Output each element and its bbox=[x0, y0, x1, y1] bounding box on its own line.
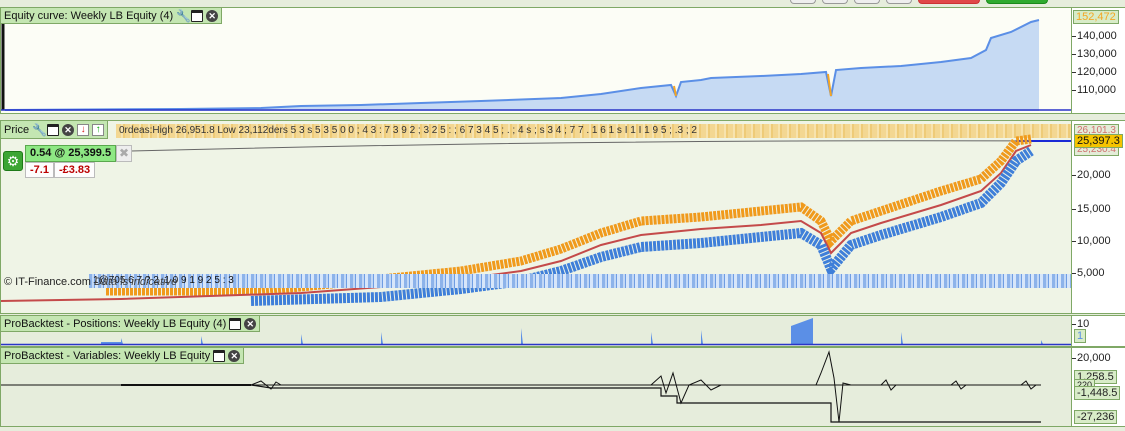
close-icon[interactable]: ✕ bbox=[228, 349, 241, 362]
indicative-notice: Data is indicative bbox=[94, 276, 178, 288]
close-icon[interactable]: ✕ bbox=[62, 123, 75, 136]
sell-arrow-icon[interactable]: ↓ bbox=[77, 123, 90, 136]
equity-panel-title-bar: Equity curve: Weekly LB Equity (4) 🔧 ✕ bbox=[1, 8, 223, 24]
positions-panel-title: ProBacktest - Positions: Weekly LB Equit… bbox=[4, 317, 227, 330]
equity-last-value-tag: 152,472 bbox=[1073, 10, 1119, 24]
variables-panel-title: ProBacktest - Variables: Weekly LB Equit… bbox=[4, 349, 211, 362]
y-tick: 140,000 bbox=[1072, 30, 1125, 42]
toolbar-button[interactable] bbox=[822, 0, 848, 4]
y-tick: 110,000 bbox=[1072, 84, 1125, 96]
equity-y-axis: 140,000 130,000 120,000 110,000 bbox=[1071, 8, 1125, 113]
gear-icon[interactable]: ⚙ bbox=[3, 151, 23, 171]
variables-panel-title-bar: ProBacktest - Variables: Weekly LB Equit… bbox=[1, 348, 245, 364]
y-tick: 10 bbox=[1072, 318, 1125, 330]
equity-panel-title: Equity curve: Weekly LB Equity (4) bbox=[4, 9, 174, 22]
wrench-icon[interactable]: 🔧 bbox=[176, 8, 192, 23]
toolbar-button[interactable] bbox=[790, 0, 816, 4]
variables-plot-area bbox=[1, 348, 1071, 426]
close-icon[interactable]: ✕ bbox=[206, 9, 219, 22]
variable-tag: -1,448.5 bbox=[1074, 386, 1121, 400]
buy-button[interactable] bbox=[986, 0, 1048, 4]
toolbar-button[interactable] bbox=[854, 0, 880, 4]
price-panel-title-bar: Price 🔧 ✕ ↓ ↑ bbox=[1, 121, 109, 139]
close-position-button[interactable]: ✖ bbox=[116, 145, 133, 162]
y-tick: 120,000 bbox=[1072, 66, 1125, 78]
positions-panel-title-bar: ProBacktest - Positions: Weekly LB Equit… bbox=[1, 316, 261, 332]
position-quantity[interactable]: 0.54 @ 25,399.5 bbox=[25, 145, 117, 162]
y-tick: 10,000 bbox=[1072, 235, 1125, 247]
position-points: -7.1 bbox=[25, 162, 54, 178]
maximize-window-icon[interactable] bbox=[191, 9, 204, 22]
y-tick: 130,000 bbox=[1072, 48, 1125, 60]
sell-button[interactable] bbox=[918, 0, 980, 4]
y-tick: 20,000 bbox=[1072, 169, 1125, 181]
maximize-window-icon[interactable] bbox=[47, 123, 60, 136]
positions-plot-area bbox=[1, 316, 1071, 346]
positions-histogram bbox=[1, 318, 1071, 346]
positions-panel: ProBacktest - Positions: Weekly LB Equit… bbox=[0, 315, 1125, 347]
wrench-icon[interactable]: 🔧 bbox=[32, 122, 48, 137]
date-bar[interactable]: 1@705.6 7 ? 2 .1 0 9 1 9 2 5 : 3 bbox=[89, 274, 1071, 288]
maximize-window-icon[interactable] bbox=[229, 317, 242, 330]
equity-curve-panel: Equity curve: Weekly LB Equity (4) 🔧 ✕ 1… bbox=[0, 7, 1125, 114]
y-tick: 15,000 bbox=[1072, 203, 1125, 215]
current-price-tag: 25,397.3 bbox=[1074, 134, 1123, 148]
position-widget: 0.54 @ 25,399.5 ✖ -7.1 -£3.83 bbox=[25, 145, 133, 178]
toolbar-button[interactable] bbox=[886, 0, 912, 4]
variables-chart bbox=[1, 350, 1041, 423]
variables-panel: ProBacktest - Variables: Weekly LB Equit… bbox=[0, 347, 1125, 427]
equity-plot-area bbox=[1, 8, 1071, 113]
maximize-window-icon[interactable] bbox=[213, 349, 226, 362]
variable-tag: -27,236 bbox=[1074, 410, 1118, 424]
copyright-notice: © IT-Finance.com Data is indicative bbox=[4, 276, 178, 288]
orders-bar[interactable]: 0rdeas:High 26,951.8 Low 23,112ders 5 3 … bbox=[116, 124, 1071, 138]
y-tick: 20,000 bbox=[1072, 352, 1125, 364]
buy-arrow-icon[interactable]: ↑ bbox=[92, 123, 105, 136]
y-tick: 5,000 bbox=[1072, 267, 1125, 279]
price-panel: Price 🔧 ✕ ↓ ↑ 0rdeas:High 26,951.8 Low 2… bbox=[0, 120, 1125, 314]
positions-last-value-tag: 1 bbox=[1074, 329, 1087, 343]
top-toolbar-buttons bbox=[790, 0, 1048, 4]
price-panel-title: Price bbox=[4, 123, 30, 136]
position-pl: -£3.83 bbox=[53, 162, 96, 178]
close-icon[interactable]: ✕ bbox=[244, 317, 257, 330]
equity-curve-chart bbox=[1, 19, 1071, 111]
